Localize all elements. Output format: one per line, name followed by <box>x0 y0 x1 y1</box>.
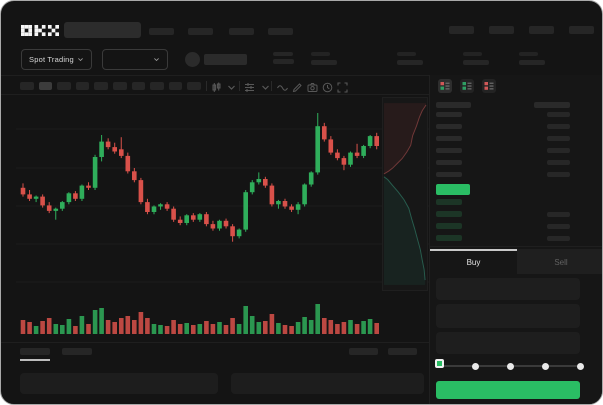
price-sub-skeleton <box>273 59 294 64</box>
bottom-panel <box>231 373 424 394</box>
bid-price-skeleton <box>436 223 462 229</box>
ask-price-skeleton <box>436 172 462 177</box>
slider-dot[interactable] <box>506 363 514 370</box>
ticker-stat-value-skeleton <box>311 60 337 65</box>
depth-panel <box>382 97 428 291</box>
nav-item-skeleton[interactable] <box>449 26 474 34</box>
ask-amount-skeleton <box>547 172 570 177</box>
chevron-down-icon[interactable] <box>226 80 237 91</box>
ticker-stat-value-skeleton <box>519 60 545 65</box>
nav-item-skeleton[interactable] <box>569 26 594 34</box>
buy-submit-button[interactable] <box>436 381 580 399</box>
ask-price-skeleton <box>436 148 462 153</box>
order-form-field[interactable] <box>436 304 580 328</box>
timeframe-button[interactable] <box>187 82 201 90</box>
book-bids-icon[interactable] <box>460 79 474 93</box>
camera-icon[interactable] <box>307 80 318 92</box>
ask-amount-skeleton <box>547 160 570 165</box>
orderbook-header-skeleton <box>436 102 471 108</box>
bottom-tab-active-underline <box>20 359 50 361</box>
spot-trading-label: Spot Trading <box>29 55 74 64</box>
ask-amount-skeleton <box>547 148 570 153</box>
chevron-down-icon[interactable] <box>260 80 271 91</box>
bottom-tab[interactable] <box>20 348 50 355</box>
ticker-stat-label-skeleton <box>311 52 330 56</box>
nav-item-skeleton[interactable] <box>188 28 213 35</box>
book-both-icon[interactable] <box>438 79 452 93</box>
wave-line-icon[interactable] <box>277 80 288 91</box>
candle-style-icon[interactable] <box>211 80 222 92</box>
ticker-stat-label-skeleton <box>463 52 482 56</box>
slider-dot[interactable] <box>576 363 584 370</box>
slider-dot[interactable] <box>541 363 549 370</box>
okx-logo <box>21 22 59 39</box>
ask-price-skeleton <box>436 136 462 141</box>
nav-item-skeleton[interactable] <box>149 28 174 35</box>
bid-amount-skeleton <box>547 224 570 229</box>
ask-amount-skeleton <box>547 124 570 129</box>
last-price-bar[interactable] <box>436 184 470 195</box>
price-skeleton <box>273 52 293 56</box>
order-form-field[interactable] <box>436 332 580 354</box>
ticker-stat-value-skeleton <box>463 60 489 65</box>
timeframe-button[interactable] <box>94 82 108 90</box>
search-input[interactable] <box>64 22 141 38</box>
chevron-down-icon <box>154 58 159 62</box>
bottom-tab[interactable] <box>62 348 92 355</box>
bottom-panel <box>20 373 218 394</box>
orderbook-header-skeleton <box>534 102 570 108</box>
ask-price-skeleton <box>436 124 462 129</box>
nav-item-skeleton[interactable] <box>529 26 554 34</box>
fullscreen-icon[interactable] <box>337 80 348 93</box>
ask-amount-skeleton <box>547 112 570 117</box>
order-book-panel: Buy Sell <box>429 75 602 404</box>
ask-amount-skeleton <box>547 136 570 141</box>
bid-price-skeleton <box>436 211 462 217</box>
nav-item-skeleton[interactable] <box>489 26 514 34</box>
chevron-down-icon <box>78 58 83 62</box>
book-asks-icon[interactable] <box>482 79 496 93</box>
nav-item-skeleton[interactable] <box>268 28 293 35</box>
order-form-field[interactable] <box>436 278 580 300</box>
nav-item-skeleton[interactable] <box>229 28 254 35</box>
timeframe-button[interactable] <box>113 82 127 90</box>
bottom-link[interactable] <box>388 348 417 355</box>
ask-price-skeleton <box>436 160 462 165</box>
bid-amount-skeleton <box>547 212 570 217</box>
timeframe-button[interactable] <box>57 82 71 90</box>
bottom-link[interactable] <box>349 348 378 355</box>
bid-price-skeleton <box>436 235 462 241</box>
tab-sell-label: Sell <box>554 258 568 267</box>
spot-trading-dropdown[interactable]: Spot Trading <box>21 49 92 70</box>
indicators-icon[interactable] <box>244 80 255 92</box>
pencil-icon[interactable] <box>292 80 303 93</box>
pair-name-skeleton <box>204 54 247 65</box>
timeframe-button[interactable] <box>20 82 34 90</box>
timeframe-button[interactable] <box>168 82 183 90</box>
slider-handle[interactable] <box>435 359 444 368</box>
bid-amount-skeleton <box>547 236 570 241</box>
ask-price-skeleton <box>436 112 462 117</box>
coin-avatar <box>185 52 200 67</box>
ticker-stat-value-skeleton <box>397 60 423 65</box>
timeframe-button[interactable] <box>131 82 146 90</box>
bid-price-skeleton <box>436 199 462 205</box>
ticker-stat-label-skeleton <box>397 52 416 56</box>
timeframe-button[interactable] <box>150 82 164 90</box>
timeframe-button[interactable] <box>75 82 90 90</box>
tab-sell[interactable]: Sell <box>517 249 602 274</box>
slider-dot[interactable] <box>471 363 479 370</box>
tab-buy-label: Buy <box>466 258 481 267</box>
clock-icon[interactable] <box>322 80 333 93</box>
ticker-stat-label-skeleton <box>519 52 538 56</box>
tab-buy[interactable]: Buy <box>430 249 517 274</box>
pair-dropdown[interactable] <box>102 49 168 70</box>
timeframe-button[interactable] <box>38 82 53 90</box>
candlestick-chart[interactable] <box>16 96 429 341</box>
